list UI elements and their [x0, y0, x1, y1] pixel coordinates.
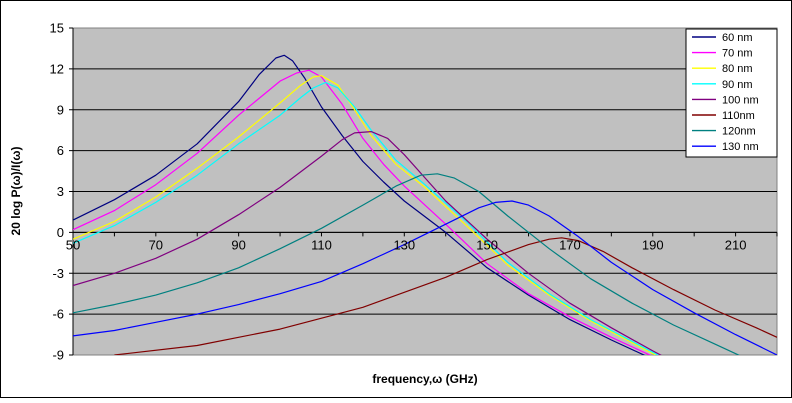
series-line-1	[73, 54, 646, 355]
series-line-4	[73, 81, 660, 355]
series-line-7	[73, 173, 740, 355]
x-tick-labels: 50 70 90 110 130 150 170 190 210	[66, 237, 747, 252]
y-tick-label: -6	[52, 307, 64, 322]
x-tick-label: 210	[725, 237, 747, 252]
y-tick-label: -9	[52, 348, 64, 363]
series-line-5	[73, 131, 662, 355]
x-tick-label: 50	[66, 237, 80, 252]
y-axis-title: 20 log P(ω)/I(ω)	[9, 147, 23, 236]
series-lines	[73, 54, 777, 355]
x-tick-label: 130	[393, 237, 415, 252]
x-tick-label: 170	[559, 237, 581, 252]
legend-label: 130 nm	[722, 141, 759, 153]
series-line-6	[114, 237, 777, 355]
legend-label: 60 nm	[722, 32, 753, 44]
y-tick-label: 0	[57, 225, 64, 240]
series-line-2	[73, 69, 652, 355]
y-tick-label: -3	[52, 266, 64, 281]
legend-box	[685, 28, 778, 158]
legend-label: 90 nm	[722, 79, 753, 91]
x-tick-label: 90	[231, 237, 245, 252]
legend-label: 110nm	[722, 110, 755, 122]
y-tick-label: 6	[57, 143, 64, 158]
x-tick-label: 190	[642, 237, 664, 252]
y-tick-label: 9	[57, 102, 64, 117]
legend: 60 nm 70 nm 80 nm 90 nm 100 nm 110nm 120nm 130 …	[685, 28, 778, 158]
legend-label: 120nm	[722, 126, 756, 138]
legend-label: 70 nm	[722, 48, 753, 60]
y-tick-label: 15	[50, 21, 64, 36]
legend-label: 80 nm	[722, 63, 753, 75]
x-tick-label: 70	[149, 237, 163, 252]
x-tick-label: 150	[476, 237, 498, 252]
y-tick-labels: 15 12 9 6 3 0 -3 -6 -9	[50, 21, 64, 363]
y-tick-label: 3	[57, 184, 64, 199]
series-line-8	[73, 200, 777, 355]
gridlines	[69, 27, 778, 356]
legend-label: 100 nm	[722, 94, 759, 106]
y-tick-label: 12	[50, 61, 64, 76]
x-tick-label: 110	[311, 237, 332, 252]
x-axis-title: frequency,ω (GHz)	[372, 372, 477, 386]
